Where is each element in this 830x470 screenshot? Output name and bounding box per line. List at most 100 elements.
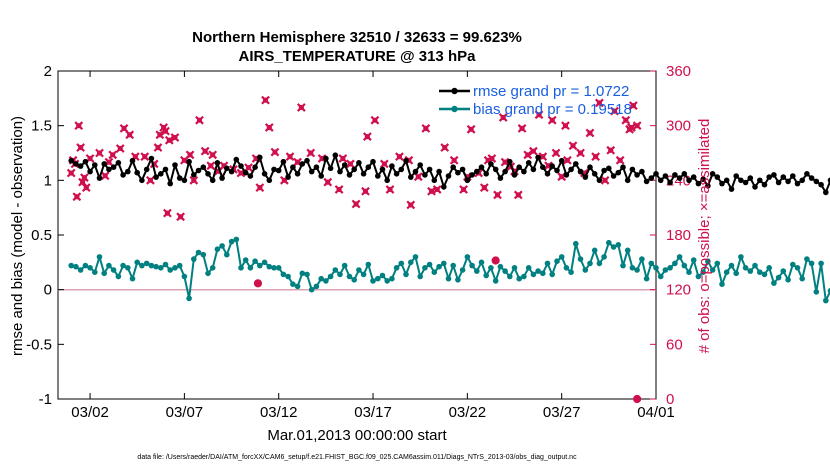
rmse-point	[464, 177, 471, 184]
bias-point	[662, 267, 669, 273]
rmse-point	[318, 173, 325, 179]
bias-point	[606, 239, 612, 246]
rmse-point	[662, 173, 669, 179]
bias-point	[280, 271, 287, 278]
bias-point	[728, 262, 735, 269]
bias-point	[568, 269, 574, 276]
rmse-point	[299, 161, 306, 167]
bias-point	[191, 256, 197, 262]
obs-assimilated-marker	[627, 123, 636, 132]
obs-assimilated-marker	[161, 126, 170, 136]
rmse-point	[191, 172, 197, 178]
bias-point	[469, 262, 475, 269]
bias-point	[101, 270, 107, 277]
obs-assimilated-marker	[100, 171, 110, 181]
bias-point	[775, 274, 782, 281]
rmse-point	[714, 174, 721, 180]
obs-assimilated-marker	[421, 124, 431, 133]
right-tick-label: 0	[666, 391, 674, 408]
rmse-point	[478, 164, 485, 170]
obs-possible-marker	[491, 256, 500, 265]
rmse-point	[554, 167, 560, 174]
bias-point	[540, 270, 546, 277]
rmse-point	[488, 161, 494, 167]
bias-point	[554, 258, 560, 265]
rmse-point	[92, 162, 98, 168]
bias-point	[120, 262, 126, 269]
bias-point	[290, 281, 296, 288]
obs-assimilated-marker	[185, 150, 195, 160]
bias-point	[455, 277, 461, 283]
bias-point	[219, 243, 225, 249]
bias-point	[370, 278, 376, 284]
bias-point	[308, 286, 315, 293]
obs-assimilated-marker	[513, 190, 523, 200]
rmse-point	[337, 168, 343, 175]
rmse-point	[827, 177, 830, 184]
rmse-point	[77, 163, 84, 169]
bias-point	[507, 273, 513, 280]
rmse-point	[540, 164, 546, 170]
bias-point	[398, 260, 405, 267]
x-tick-label: 04/01	[637, 404, 675, 421]
rmse-point	[412, 168, 419, 175]
x-tick-label: 03/02	[71, 404, 109, 421]
bias-point	[624, 247, 631, 254]
bias-point	[408, 259, 414, 266]
bias-point	[780, 268, 787, 274]
obs-assimilated-marker	[163, 208, 172, 218]
rmse-point	[516, 164, 522, 170]
bias-point	[252, 258, 258, 265]
bias-point	[153, 263, 159, 270]
rmse-point	[351, 166, 358, 173]
bias-point	[412, 254, 419, 260]
bias-point	[785, 277, 791, 283]
rmse-point	[620, 164, 626, 170]
rmse-point	[700, 176, 706, 182]
bias-point	[158, 265, 164, 271]
obs-assimilated-marker	[628, 101, 638, 111]
bias-point	[464, 254, 471, 260]
bias-point	[511, 265, 518, 271]
obs-assimilated-marker	[72, 192, 82, 202]
bias-point	[648, 260, 655, 267]
rmse-point	[96, 175, 103, 181]
rmse-point	[747, 175, 754, 181]
obs-assimilated-marker	[146, 175, 155, 185]
rmse-point	[129, 157, 136, 164]
obs-assimilated-marker	[119, 124, 129, 133]
bias-point	[375, 275, 381, 282]
bias-point	[516, 275, 522, 282]
rmse-point	[214, 160, 221, 166]
rmse-point	[327, 165, 334, 172]
rmse-point	[624, 177, 631, 184]
rmse-point	[252, 164, 258, 170]
rmse-point	[285, 174, 291, 180]
bias-point	[271, 265, 277, 271]
bias-point	[459, 267, 466, 273]
data-file-note: data file: /Users/raeder/DAI/ATM_forcXX/…	[137, 454, 577, 461]
bias-point	[752, 262, 758, 269]
rmse-point	[672, 172, 678, 178]
rmse-point	[125, 168, 131, 175]
bias-point	[502, 268, 508, 274]
bias-point	[563, 265, 570, 271]
x-tick-label: 03/22	[449, 404, 487, 421]
bias-point	[549, 271, 555, 278]
rmse-point	[200, 164, 207, 170]
rmse-point	[398, 166, 405, 173]
bias-point	[403, 271, 409, 278]
bias-point	[87, 265, 93, 271]
bias-point	[705, 258, 711, 265]
bias-point	[266, 263, 273, 270]
rmse-point	[384, 177, 391, 184]
obs-assimilated-marker	[379, 159, 389, 169]
bias-point	[639, 256, 645, 262]
bias-point	[304, 271, 310, 278]
rmse-point	[742, 179, 749, 186]
bias-point	[233, 236, 240, 243]
bias-point	[205, 270, 211, 277]
obs-assimilated-marker	[517, 124, 527, 133]
rmse-point	[181, 177, 188, 184]
